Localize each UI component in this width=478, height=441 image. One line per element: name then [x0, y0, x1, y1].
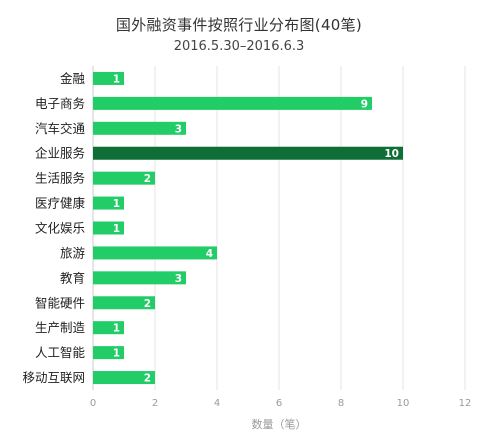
chart-title: 国外融资事件按照行业分布图(40笔)	[115, 16, 363, 34]
category-label: 移动互联网	[22, 370, 85, 385]
category-label: 教育	[60, 270, 85, 285]
category-label: 生活服务	[35, 171, 85, 186]
bar[interactable]	[93, 196, 124, 210]
bar[interactable]	[93, 271, 186, 285]
category-label: 人工智能	[35, 345, 86, 360]
bar-value-label: 2	[144, 373, 151, 385]
bar-value-label: 1	[113, 198, 120, 210]
bar[interactable]	[93, 96, 372, 110]
bar-value-label: 1	[113, 73, 120, 85]
bar-value-label: 3	[175, 123, 182, 135]
bar[interactable]	[93, 371, 155, 385]
bar[interactable]	[93, 296, 155, 310]
bar-value-label: 9	[361, 98, 368, 110]
bar-value-label: 4	[206, 248, 213, 260]
bar[interactable]	[93, 121, 186, 135]
x-axis-ticks: 0 2 4 6 8 10 12	[90, 398, 472, 409]
bar[interactable]	[93, 171, 155, 185]
x-tick-label: 4	[214, 398, 220, 409]
bar-value-label: 2	[144, 173, 151, 185]
x-axis-title: 数量（笔）	[252, 417, 307, 431]
bar-value-label: 3	[175, 273, 182, 285]
category-label: 旅游	[60, 245, 86, 260]
category-label: 智能硬件	[35, 295, 85, 310]
bar[interactable]	[93, 71, 124, 85]
x-tick-label: 8	[338, 398, 344, 409]
bar[interactable]	[93, 346, 124, 360]
category-label: 医疗健康	[35, 196, 86, 211]
category-label: 生产制造	[35, 320, 86, 335]
bar[interactable]	[93, 246, 217, 260]
x-tick-label: 12	[459, 398, 472, 409]
category-label: 企业服务	[35, 146, 85, 161]
x-tick-label: 10	[397, 398, 410, 409]
bar[interactable]	[93, 146, 403, 160]
category-label: 电子商务	[35, 96, 85, 111]
x-tick-label: 2	[152, 398, 158, 409]
category-label: 文化娱乐	[35, 221, 85, 236]
category-labels: 金融电子商务汽车交通企业服务生活服务医疗健康文化娱乐旅游教育智能硬件生产制造人工…	[22, 71, 85, 385]
bar[interactable]	[93, 221, 124, 235]
bar-value-label: 1	[113, 223, 120, 235]
grid-lines	[92, 66, 466, 390]
bar-value-label: 1	[113, 348, 120, 360]
chart-subtitle: 2016.5.30–2016.6.3	[173, 39, 305, 54]
x-tick-label: 6	[276, 398, 282, 409]
bar-value-label: 10	[384, 148, 399, 160]
category-label: 金融	[60, 71, 86, 86]
bar-value-label: 1	[113, 323, 120, 335]
category-label: 汽车交通	[35, 121, 86, 136]
x-tick-label: 0	[90, 398, 96, 409]
bars: 1 9 3 10 2 1 1 4 3 2 1 1 2	[93, 71, 403, 385]
bar[interactable]	[93, 321, 124, 335]
bar-value-label: 2	[144, 298, 151, 310]
